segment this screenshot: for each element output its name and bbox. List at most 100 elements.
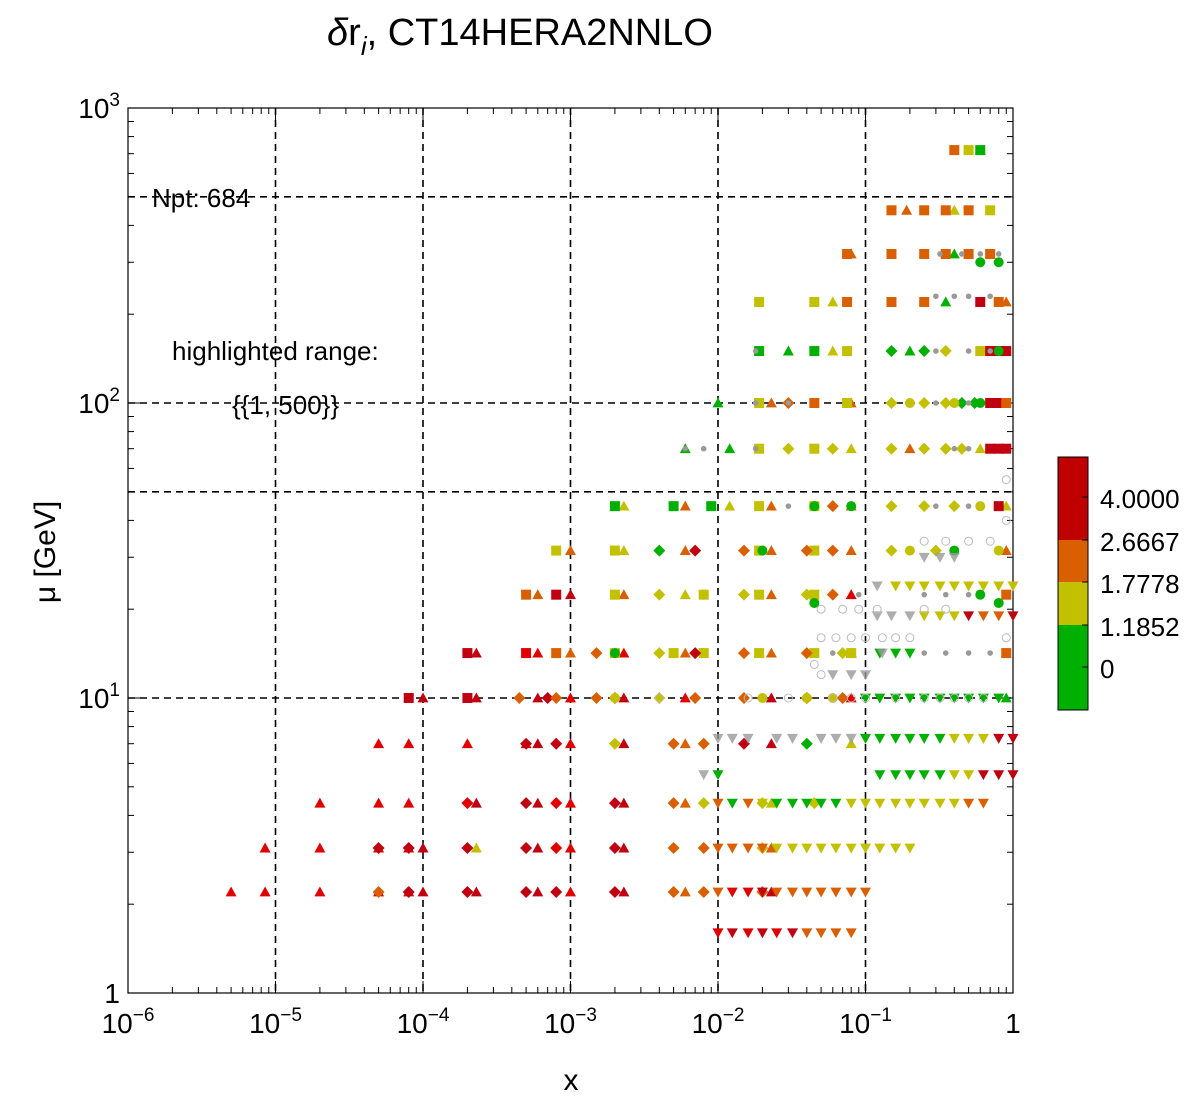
triangle-marker xyxy=(1000,692,1012,703)
circle-marker xyxy=(809,597,820,608)
square-marker xyxy=(940,248,951,259)
square-marker xyxy=(809,398,820,408)
down-triangle-marker xyxy=(815,798,827,809)
gray-dot-marker xyxy=(942,591,949,598)
square-marker xyxy=(609,589,620,600)
triangle-marker xyxy=(532,738,544,749)
down-triangle-marker xyxy=(771,733,783,744)
down-triangle-marker xyxy=(934,733,946,744)
down-triangle-marker xyxy=(756,798,768,809)
circle-marker xyxy=(846,501,857,512)
colorbar-label: 1.1852 xyxy=(1100,612,1180,642)
down-triangle-marker xyxy=(904,611,916,622)
down-triangle-marker xyxy=(876,648,888,659)
triangle-marker xyxy=(532,589,544,600)
square-marker xyxy=(993,398,1004,408)
down-triangle-marker xyxy=(712,798,724,809)
down-triangle-marker xyxy=(977,770,989,781)
down-triangle-marker xyxy=(890,843,902,854)
triangle-marker xyxy=(417,886,429,897)
triangle-marker xyxy=(565,886,576,897)
down-triangle-marker xyxy=(874,733,886,744)
down-triangle-marker xyxy=(845,887,857,898)
circle-marker xyxy=(609,648,620,659)
down-triangle-marker xyxy=(874,843,886,854)
down-triangle-marker xyxy=(726,733,738,744)
chart-title: δri, CT14HERA2NNLO xyxy=(327,12,713,61)
gray-dot-marker xyxy=(682,445,689,452)
square-marker xyxy=(809,648,820,659)
square-marker xyxy=(1001,589,1012,600)
diamond-marker xyxy=(372,842,385,855)
down-triangle-marker xyxy=(815,887,827,898)
triangle-marker xyxy=(618,545,630,555)
square-marker xyxy=(985,248,996,259)
triangle-marker xyxy=(845,443,857,454)
down-triangle-marker xyxy=(904,693,916,704)
down-triangle-marker xyxy=(890,770,902,781)
triangle-marker xyxy=(904,443,916,454)
down-triangle-marker xyxy=(874,798,886,809)
diamond-marker xyxy=(826,500,839,513)
triangle-marker xyxy=(532,886,544,897)
gray-dot-marker xyxy=(977,251,984,257)
diamond-marker xyxy=(697,842,710,855)
gray-dot-marker xyxy=(933,293,939,300)
triangle-marker xyxy=(470,797,482,808)
down-triangle-marker xyxy=(756,843,768,854)
diamond-marker xyxy=(667,797,680,810)
down-triangle-marker xyxy=(787,798,799,809)
square-marker xyxy=(551,589,562,600)
square-marker xyxy=(698,648,709,659)
down-triangle-marker xyxy=(918,733,930,744)
down-triangle-marker xyxy=(977,798,989,809)
diamond-marker xyxy=(590,692,603,704)
square-marker xyxy=(609,501,620,512)
square-marker xyxy=(842,346,853,357)
x-tick-label: 10−2 xyxy=(692,1005,745,1039)
triangle-marker xyxy=(679,738,691,749)
down-triangle-marker xyxy=(756,928,768,939)
open-circle-marker xyxy=(919,604,929,614)
down-triangle-marker xyxy=(963,733,975,744)
down-triangle-marker xyxy=(1007,733,1019,744)
square-marker xyxy=(754,346,765,357)
diamond-marker xyxy=(372,885,385,898)
diamond-marker xyxy=(520,885,533,898)
triangle-marker xyxy=(679,545,691,555)
down-triangle-marker xyxy=(934,552,946,563)
diamond-marker xyxy=(697,737,710,750)
diamond-marker xyxy=(826,544,839,557)
down-triangle-marker xyxy=(860,693,871,704)
down-triangle-marker xyxy=(787,843,799,854)
square-marker xyxy=(993,296,1004,307)
down-triangle-marker xyxy=(885,611,897,622)
down-triangle-marker xyxy=(904,843,916,854)
gray-dot-marker xyxy=(829,650,836,656)
circle-marker xyxy=(993,346,1004,357)
square-marker xyxy=(551,648,562,659)
open-circle-marker xyxy=(861,693,870,703)
axis-ticks xyxy=(127,108,1013,994)
diamond-marker xyxy=(590,647,603,660)
down-triangle-marker xyxy=(874,770,886,781)
down-triangle-marker xyxy=(801,928,813,939)
x-tick-label: 10−6 xyxy=(102,1005,155,1039)
down-triangle-marker xyxy=(815,843,827,854)
triangle-marker xyxy=(618,647,630,658)
triangle-marker xyxy=(470,692,482,703)
down-triangle-marker xyxy=(918,581,930,592)
title-rest: , CT14HERA2NNLO xyxy=(367,12,713,54)
triangle-marker xyxy=(765,545,777,555)
triangle-marker xyxy=(618,692,630,703)
square-marker xyxy=(754,589,765,600)
down-triangle-marker xyxy=(726,843,738,854)
colorbar-segment xyxy=(1058,540,1088,582)
triangle-marker xyxy=(403,738,415,749)
triangle-marker xyxy=(765,500,777,511)
triangle-marker xyxy=(1000,545,1012,555)
circle-marker xyxy=(827,693,838,703)
down-triangle-marker xyxy=(712,733,724,744)
down-triangle-marker xyxy=(1007,581,1019,592)
down-triangle-marker xyxy=(934,770,946,781)
